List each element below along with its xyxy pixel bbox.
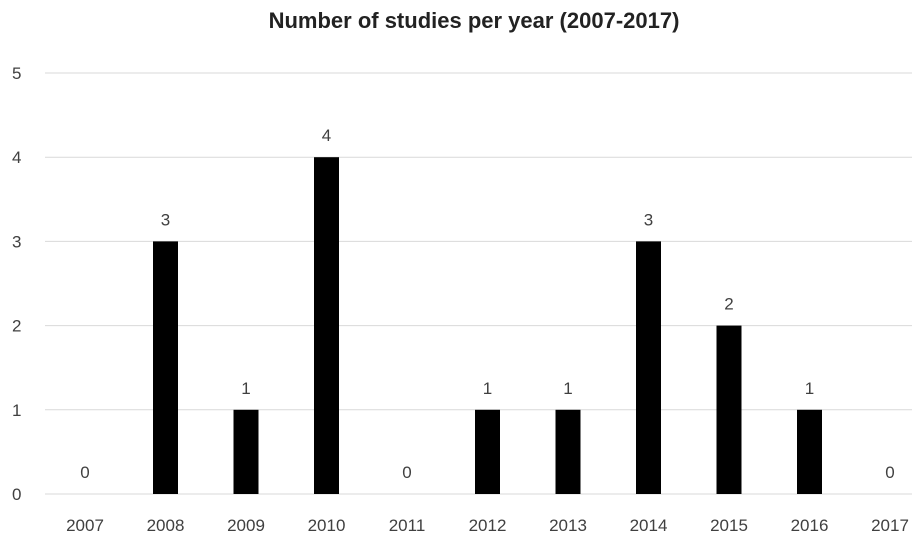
bar-2014: [636, 241, 661, 494]
data-label-2010: 4: [322, 126, 331, 145]
chart-title: Number of studies per year (2007-2017): [268, 8, 680, 33]
x-tick-label-2013: 2013: [549, 516, 587, 535]
bar-2013: [555, 409, 581, 494]
data-label-2015: 2: [724, 295, 733, 314]
data-labels: 0 3 1 4 0 1 1 3 2 1 0: [80, 126, 894, 482]
bars: [153, 157, 822, 494]
x-axis-ticks: 2007 2008 2009 2010 2011 2012 2013 2014 2015 2016…: [66, 516, 909, 535]
bar-2015: [716, 325, 742, 494]
bar-2009: [233, 409, 259, 494]
x-tick-label-2014: 2014: [630, 516, 668, 535]
x-tick-label-2010: 2010: [308, 516, 346, 535]
bar-2012: [475, 409, 500, 494]
data-label-2017: 0: [885, 463, 894, 482]
y-tick-label: 4: [12, 148, 21, 167]
data-label-2011: 0: [402, 463, 411, 482]
x-tick-label-2009: 2009: [227, 516, 265, 535]
x-tick-label-2017: 2017: [871, 516, 909, 535]
x-tick-label-2007: 2007: [66, 516, 104, 535]
y-tick-label: 3: [12, 232, 21, 251]
x-tick-label-2012: 2012: [469, 516, 507, 535]
data-label-2014: 3: [644, 210, 653, 229]
data-label-2012: 1: [483, 379, 492, 398]
y-axis-ticks: 0 1 2 3 4 5: [12, 64, 21, 504]
x-tick-label-2016: 2016: [791, 516, 829, 535]
bar-2010: [314, 157, 339, 494]
y-tick-label: 0: [12, 485, 21, 504]
x-tick-label-2008: 2008: [147, 516, 185, 535]
bar-2016: [797, 409, 822, 494]
y-tick-label: 2: [12, 317, 21, 336]
data-label-2008: 3: [161, 210, 170, 229]
data-label-2016: 1: [805, 379, 814, 398]
x-tick-label-2011: 2011: [389, 516, 426, 535]
y-tick-label: 5: [12, 64, 21, 83]
data-label-2009: 1: [241, 379, 250, 398]
bar-2008: [153, 241, 178, 494]
data-label-2007: 0: [80, 463, 89, 482]
x-tick-label-2015: 2015: [710, 516, 748, 535]
data-label-2013: 1: [563, 379, 572, 398]
y-tick-label: 1: [12, 401, 21, 420]
